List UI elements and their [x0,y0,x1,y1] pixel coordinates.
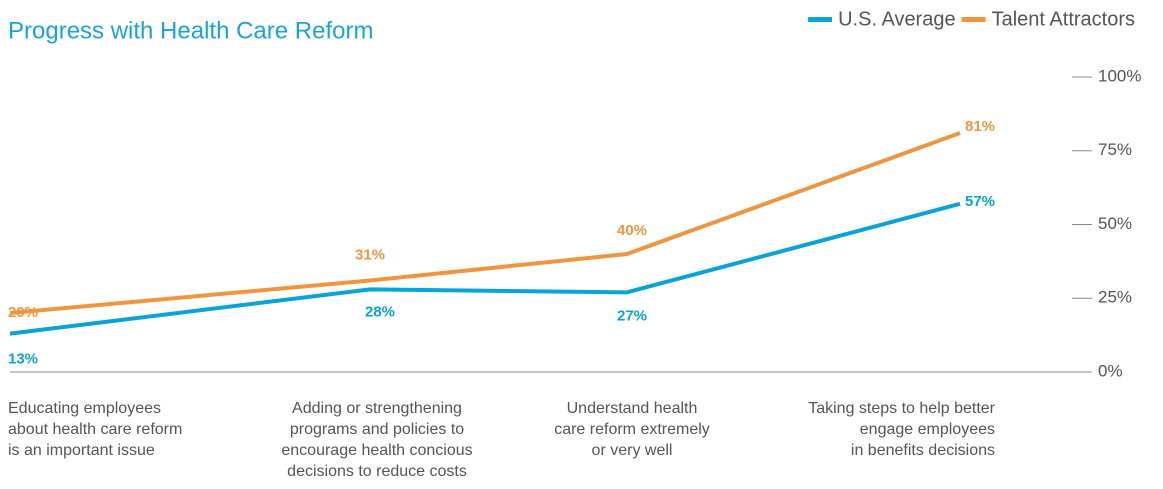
data-label: 81% [965,118,995,135]
line-series [9,201,961,336]
legend-label: Talent Attractors [992,8,1135,30]
legend-swatch [961,17,986,22]
x-tick-label: Taking steps to help better engage emplo… [808,400,995,459]
y-tick-label: 25% [1098,288,1132,307]
line-series [9,131,961,315]
data-label: 40% [617,222,647,239]
y-tick-label: 50% [1098,214,1132,233]
y-tick-label: 75% [1098,140,1132,159]
x-tick-label: Adding or strengthening programs and pol… [281,400,473,480]
x-tick-label: Understand health care reform extremely … [554,400,710,459]
legend-label: U.S. Average [838,8,955,30]
data-label: 57% [965,193,995,210]
legend-swatch [808,17,833,22]
data-label: 31% [355,247,385,264]
x-tick-label: Educating employees about health care re… [8,400,183,459]
y-tick-label: 100% [1098,66,1141,85]
chart-title: Progress with Health Care Reform [8,17,373,44]
data-label: 27% [617,307,647,324]
y-tick-label: 0% [1098,361,1123,380]
data-label: 20% [8,304,38,321]
data-label: 28% [365,303,395,320]
data-label: 13% [8,351,38,368]
